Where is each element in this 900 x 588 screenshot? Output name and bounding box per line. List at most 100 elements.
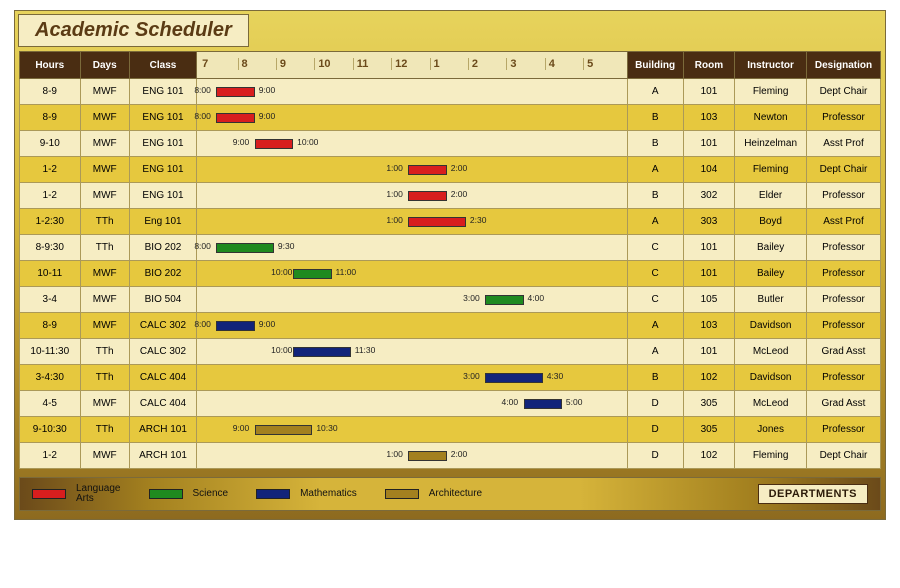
table-row: 10-11MWFBIO 20210:0011:00C101BaileyProfe…: [20, 261, 881, 287]
gantt-bar[interactable]: [408, 217, 466, 227]
col-class: Class: [129, 52, 196, 79]
departments-button[interactable]: DEPARTMENTS: [758, 484, 868, 504]
page-title: Academic Scheduler: [18, 14, 249, 47]
timeline-cell: 10:0011:30: [197, 339, 628, 365]
start-time-label: 8:00: [194, 85, 211, 95]
timeline-cell: 9:0010:00: [197, 131, 628, 157]
class-cell: CALC 404: [129, 391, 196, 417]
timeline-cell: 8:00 9:00: [197, 313, 628, 339]
hour-label: 12: [391, 58, 425, 70]
end-time-label: 2:00: [451, 449, 468, 459]
timeline-cell: 3:004:00: [197, 287, 628, 313]
table-row: 3-4:30TThCALC 4043:004:30B102DavidsonPro…: [20, 365, 881, 391]
legend-bar: LanguageArtsScienceMathematicsArchitectu…: [19, 477, 881, 511]
table-row: 9-10:30TThARCH 1019:0010:30D305JonesProf…: [20, 417, 881, 443]
timeline-cell: 1:00 2:00: [197, 157, 628, 183]
table-row: 8-9:30TThBIO 2028:009:30C101BaileyProfes…: [20, 235, 881, 261]
start-time-label: 8:00: [194, 319, 211, 329]
hour-label: 8: [238, 58, 272, 70]
header-row: Hours Days Class 78910111212345 Building…: [20, 52, 881, 79]
hour-label: 9: [276, 58, 310, 70]
class-cell: BIO 202: [129, 235, 196, 261]
end-time-label: 2:00: [451, 163, 468, 173]
timeline-header: 78910111212345: [197, 52, 628, 79]
table-row: 1-2MWFARCH 1011:002:00D102FlemingDept Ch…: [20, 443, 881, 469]
gantt-bar[interactable]: [524, 399, 562, 409]
timeline-cell: 8:00 9:00: [197, 79, 628, 105]
hour-label: 1: [430, 58, 464, 70]
end-time-label: 2:30: [470, 215, 487, 225]
gantt-bar[interactable]: [255, 139, 293, 149]
table-row: 8-9MWFENG 1018:009:00A101FlemingDept Cha…: [20, 79, 881, 105]
start-time-label: 10:00: [271, 267, 292, 277]
gantt-bar[interactable]: [485, 373, 543, 383]
table-row: 4-5MWFCALC 4044:005:00D305McLeodGrad Ass…: [20, 391, 881, 417]
timeline-cell: 10:00 11:00: [197, 261, 628, 287]
gantt-bar[interactable]: [255, 425, 313, 435]
legend-label: Architecture: [429, 489, 482, 499]
hour-label: 11: [353, 58, 387, 70]
table-row: 1-2:30TThEng 1011:002:30A303BoydAsst Pro…: [20, 209, 881, 235]
class-cell: CALC 302: [129, 313, 196, 339]
end-time-label: 9:00: [259, 319, 276, 329]
class-cell: CALC 302: [129, 339, 196, 365]
col-days: Days: [80, 52, 129, 79]
legend-swatch: [256, 489, 290, 499]
col-hours: Hours: [20, 52, 81, 79]
start-time-label: 3:00: [463, 371, 480, 381]
start-time-label: 4:00: [502, 397, 519, 407]
end-time-label: 10:30: [316, 423, 337, 433]
gantt-bar[interactable]: [293, 269, 331, 279]
legend-label: Science: [193, 489, 229, 499]
start-time-label: 9:00: [233, 423, 250, 433]
end-time-label: 4:30: [547, 371, 564, 381]
gantt-bar[interactable]: [408, 451, 446, 461]
timeline-cell: 9:00 10:30: [197, 417, 628, 443]
class-cell: ENG 101: [129, 79, 196, 105]
col-designation: Designation: [806, 52, 880, 79]
class-cell: ENG 101: [129, 131, 196, 157]
table-row: 1-2MWFENG 1011:002:00A104FlemingDept Cha…: [20, 157, 881, 183]
gantt-bar[interactable]: [216, 243, 274, 253]
hour-label: 5: [583, 58, 617, 70]
class-cell: ARCH 101: [129, 417, 196, 443]
legend-label: Mathematics: [300, 489, 357, 499]
gantt-bar[interactable]: [216, 87, 254, 97]
legend-swatch: [385, 489, 419, 499]
gantt-bar[interactable]: [485, 295, 523, 305]
table-row: 9-10MWFENG 1019:0010:00B101HeinzelmanAss…: [20, 131, 881, 157]
table-row: 8-9MWFCALC 3028:009:00A103DavidsonProfes…: [20, 313, 881, 339]
gantt-bar[interactable]: [216, 321, 254, 331]
table-row: 10-11:30TThCALC 30210:0011:30A101McLeodG…: [20, 339, 881, 365]
end-time-label: 9:30: [278, 241, 295, 251]
gantt-bar[interactable]: [408, 191, 446, 201]
end-time-label: 5:00: [566, 397, 583, 407]
class-cell: BIO 202: [129, 261, 196, 287]
start-time-label: 9:00: [233, 137, 250, 147]
col-building: Building: [627, 52, 683, 79]
table-row: 1-2MWFENG 1011:002:00B302ElderProfessor: [20, 183, 881, 209]
gantt-bar[interactable]: [408, 165, 446, 175]
hour-label: 4: [545, 58, 579, 70]
end-time-label: 9:00: [259, 85, 276, 95]
timeline-cell: 1:00 2:30: [197, 209, 628, 235]
legend-swatch: [149, 489, 183, 499]
schedule-table: Hours Days Class 78910111212345 Building…: [19, 51, 881, 469]
end-time-label: 4:00: [528, 293, 545, 303]
gantt-bar[interactable]: [293, 347, 351, 357]
start-time-label: 1:00: [386, 163, 403, 173]
end-time-label: 11:30: [355, 345, 376, 355]
end-time-label: 9:00: [259, 111, 276, 121]
class-cell: ARCH 101: [129, 443, 196, 469]
legend-swatch: [32, 489, 66, 499]
col-instructor: Instructor: [735, 52, 807, 79]
table-row: 3-4MWFBIO 5043:004:00C105ButlerProfessor: [20, 287, 881, 313]
start-time-label: 1:00: [386, 215, 403, 225]
timeline-cell: 8:009:30: [197, 235, 628, 261]
timeline-cell: 8:00 9:00: [197, 105, 628, 131]
gantt-bar[interactable]: [216, 113, 254, 123]
hour-label: 10: [314, 58, 348, 70]
end-time-label: 11:00: [336, 267, 357, 277]
class-cell: ENG 101: [129, 183, 196, 209]
start-time-label: 8:00: [194, 111, 211, 121]
